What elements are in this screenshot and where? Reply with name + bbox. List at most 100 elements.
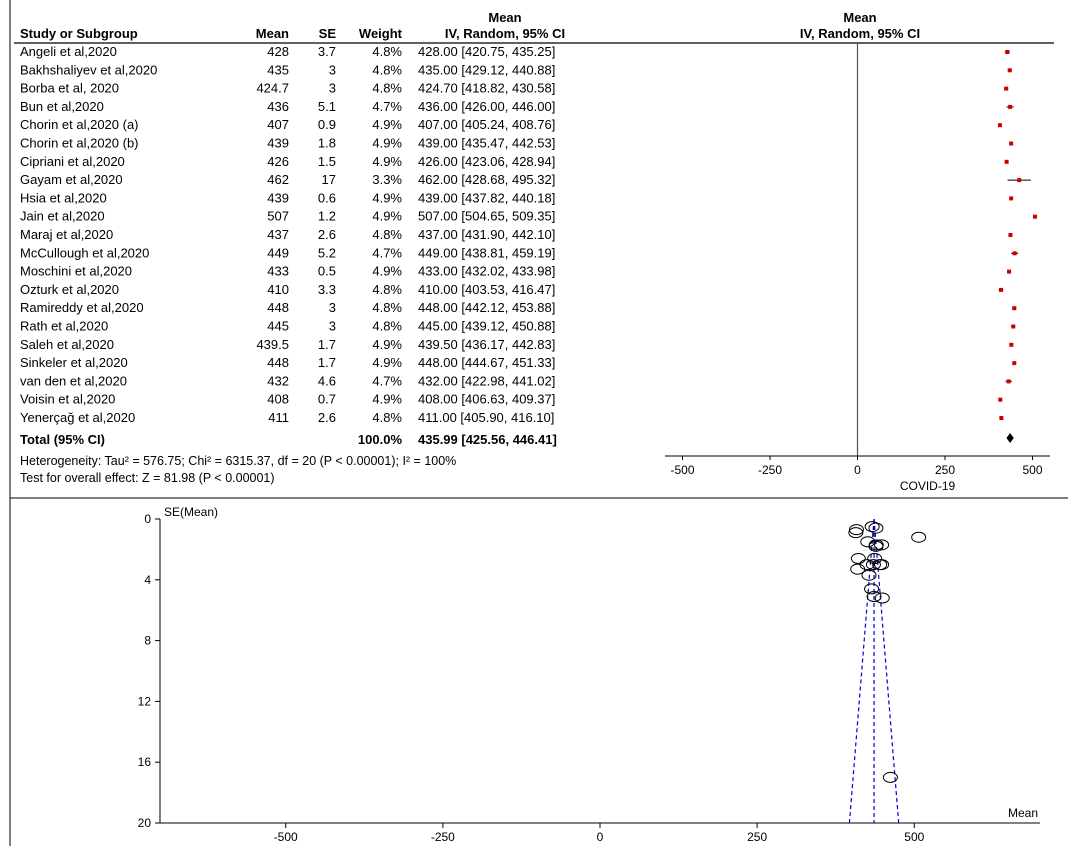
study-ci: 428.00 [420.75, 435.25] — [418, 44, 555, 59]
study-ci: 448.00 [442.12, 453.88] — [418, 300, 555, 315]
forest-point — [1006, 379, 1011, 384]
forest-point — [997, 123, 1002, 128]
total-ci: 435.99 [425.56, 446.41] — [418, 432, 557, 447]
header-study: Study or Subgroup — [20, 26, 138, 41]
study-se: 5.1 — [318, 99, 336, 114]
study-weight: 4.8% — [372, 81, 402, 96]
forest-footer: Total (95% CI) 100.0% 435.99 [425.56, 44… — [20, 432, 557, 485]
forest-point — [1005, 50, 1010, 54]
table-row: Ozturk et al,2020 410 3.3 4.8% 410.00 [403.5… — [20, 282, 555, 297]
study-ci: 439.00 [437.82, 440.18] — [418, 190, 555, 205]
forest-point — [1012, 306, 1017, 311]
funnel-y-tick-label: 12 — [138, 694, 152, 708]
table-row: Ramireddy et al,2020 448 3 4.8% 448.00 [442.… — [20, 300, 555, 315]
study-se: 1.7 — [318, 355, 336, 370]
study-weight: 4.9% — [372, 136, 402, 151]
study-se: 1.7 — [318, 337, 336, 352]
study-se: 4.6 — [318, 373, 336, 388]
funnel-point — [864, 583, 880, 595]
table-row: McCullough et al,2020 449 5.2 4.7% 449.00 [4… — [20, 245, 555, 260]
study-name: Moschini et al,2020 — [20, 264, 132, 279]
study-se: 0.7 — [318, 392, 336, 407]
study-ci: 439.00 [435.47, 442.53] — [418, 136, 555, 151]
table-row: Borba et al, 2020 424.7 3 4.8% 424.70 [418.8… — [20, 81, 555, 96]
study-name: Bakhshaliyev et al,2020 — [20, 62, 157, 77]
study-name: Yenerçağ et al,2020 — [20, 410, 135, 425]
funnel-x-tick-label: 0 — [597, 830, 604, 844]
study-se: 3.7 — [318, 44, 336, 59]
forest-tick-label: 250 — [935, 463, 955, 477]
study-weight: 4.8% — [372, 44, 402, 59]
table-row: Cipriani et al,2020 426 1.5 4.9% 426.00 [423… — [20, 154, 555, 169]
funnel-point — [867, 553, 883, 565]
study-name: Voisin et al,2020 — [20, 392, 115, 407]
funnel-point — [872, 559, 888, 571]
study-mean: 436 — [267, 99, 289, 114]
funnel-point — [850, 553, 866, 565]
study-weight: 4.7% — [372, 99, 402, 114]
study-ci: 432.00 [422.98, 441.02] — [418, 373, 555, 388]
study-se: 1.2 — [318, 209, 336, 224]
study-se: 0.9 — [318, 117, 336, 132]
study-se: 0.6 — [318, 190, 336, 205]
forest-point — [1008, 233, 1013, 237]
study-se: 1.5 — [318, 154, 336, 169]
study-mean: 448 — [267, 300, 289, 315]
forest-point — [1009, 196, 1014, 201]
study-ci: 448.00 [444.67, 451.33] — [418, 355, 555, 370]
study-mean: 424.7 — [256, 81, 289, 96]
funnel-x-tick-label: 250 — [747, 830, 767, 844]
study-se: 17 — [322, 172, 336, 187]
study-name: Sinkeler et al,2020 — [20, 355, 128, 370]
study-name: van den et al,2020 — [20, 373, 127, 388]
study-mean: 439.5 — [256, 337, 289, 352]
funnel-point — [864, 521, 880, 533]
study-ci: 433.00 [432.02, 433.98] — [418, 264, 555, 279]
study-name: Rath et al,2020 — [20, 319, 108, 334]
forest-point — [1012, 361, 1017, 366]
study-se: 0.5 — [318, 264, 336, 279]
forest-point — [1009, 141, 1014, 146]
study-mean: 428 — [267, 44, 289, 59]
funnel-point — [868, 522, 884, 534]
study-ci: 410.00 [403.53, 416.47] — [418, 282, 555, 297]
table-row: Angeli et al,2020 428 3.7 4.8% 428.00 [420.7… — [20, 44, 555, 59]
forest-point — [1032, 214, 1037, 219]
header-weight: Weight — [359, 26, 403, 41]
funnel-point — [861, 569, 877, 581]
study-ci: 462.00 [428.68, 495.32] — [418, 172, 555, 187]
study-name: Bun et al,2020 — [20, 99, 104, 114]
study-se: 2.6 — [318, 227, 336, 242]
funnel-x-label: Mean — [1008, 806, 1038, 820]
forest-point — [1012, 251, 1017, 256]
study-mean: 437 — [267, 227, 289, 242]
study-weight: 4.9% — [372, 392, 402, 407]
study-ci: 507.00 [504.65, 509.35] — [418, 209, 555, 224]
funnel-y-tick-label: 0 — [144, 512, 151, 526]
study-se: 3.3 — [318, 282, 336, 297]
study-mean: 439 — [267, 190, 289, 205]
table-row: van den et al,2020 432 4.6 4.7% 432.00 [422.… — [20, 373, 555, 388]
total-label: Total (95% CI) — [20, 432, 105, 447]
table-row: Maraj et al,2020 437 2.6 4.8% 437.00 [431.90… — [20, 227, 555, 242]
study-ci: 407.00 [405.24, 408.76] — [418, 117, 555, 132]
forest-tick-label: -250 — [758, 463, 782, 477]
study-name: Saleh et al,2020 — [20, 337, 114, 352]
study-mean: 411 — [268, 410, 289, 425]
funnel-y-tick-label: 8 — [144, 634, 151, 648]
study-se: 3 — [329, 319, 336, 334]
funnel-point — [850, 563, 866, 575]
funnel-x-tick-label: 500 — [904, 830, 924, 844]
study-se: 2.6 — [318, 410, 336, 425]
forest-point — [1008, 104, 1013, 109]
table-row: Voisin et al,2020 408 0.7 4.9% 408.00 [406.6… — [20, 392, 555, 407]
table-row: Gayam et al,2020 462 17 3.3% 462.00 [428.68,… — [20, 172, 555, 187]
study-weight: 4.9% — [372, 209, 402, 224]
forest-tick-label: 0 — [854, 463, 861, 477]
study-mean: 432 — [267, 373, 289, 388]
study-ci: 408.00 [406.63, 409.37] — [418, 392, 555, 407]
study-mean: 410 — [267, 282, 289, 297]
funnel-point — [859, 559, 875, 571]
study-ci: 445.00 [439.12, 450.88] — [418, 319, 555, 334]
